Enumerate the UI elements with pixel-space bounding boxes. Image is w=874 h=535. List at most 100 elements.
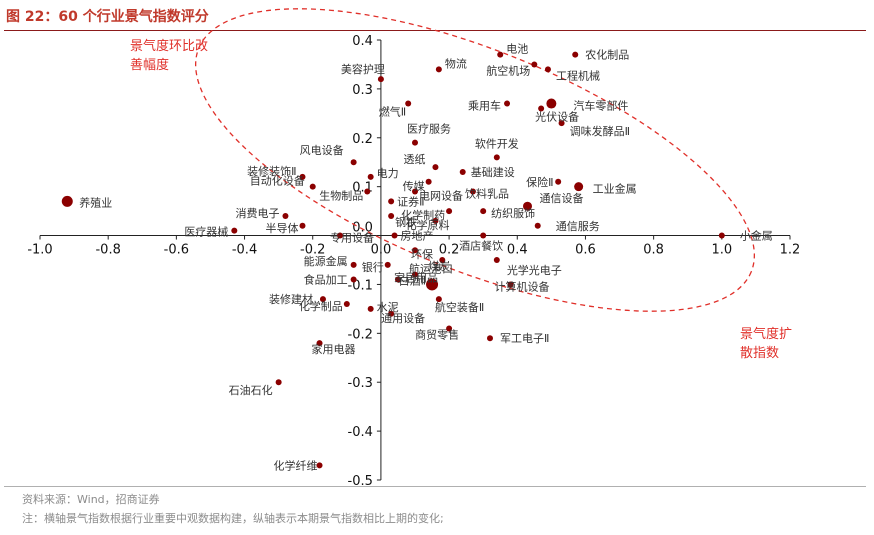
point-电池 [497,51,504,58]
point-水泥 [367,305,374,312]
y-tick-label: -0.3 [348,376,373,391]
point-家居用品 [394,276,401,283]
annotation-upper-left: 景气度环比改 [130,38,208,54]
point-保险Ⅱ [555,178,562,185]
label-生物制品: 生物制品 [319,189,363,203]
label-化学纤维: 化学纤维 [274,458,318,472]
point-酒店餐饮 [480,232,487,239]
chart-axes: -1.0 -0.8 -0.6 -0.4 -0.2 0.0 0.2 0.4 0.6 0.8 1.0 1.… [27,34,800,489]
label-养殖业: 养殖业 [79,195,112,209]
point-医疗服务 [412,139,418,146]
label-钢铁: 钢铁 [395,216,417,229]
label-光伏设备: 光伏设备 [535,109,579,123]
label-通信设备: 通信设备 [540,191,584,205]
point-传媒 [425,178,432,185]
point-通信设备 [523,201,532,211]
x-tick-label: 0.2 [439,243,460,258]
label-农化制品: 农化制品 [585,48,629,62]
point-医疗器械 [231,227,238,234]
ellipse-annotation [194,8,756,312]
label-家用电器: 家用电器 [312,342,356,356]
figure-title: 图 22：60 个行业景气指数评分 [6,9,209,25]
label-军工电子Ⅱ: 军工电子Ⅱ [500,332,549,345]
point-家用电器 [316,340,323,347]
point-化学制药 [446,208,453,215]
point-食品加工 [350,276,357,283]
label-半导体: 半导体 [266,221,299,235]
point-饮料乳品 [469,188,476,195]
label-光学光电子: 光学光电子 [507,263,562,277]
footer-rule [4,486,866,487]
label-医疗器械: 医疗器械 [184,225,228,239]
label-物流: 物流 [445,56,467,70]
point-专用设备 [337,232,343,239]
y-tick-label: 0.0 [352,221,373,236]
label-电池: 电池 [506,43,528,56]
title-rule [4,30,866,31]
y-tick-label: 0.2 [352,132,373,147]
point-燃气Ⅱ [405,100,412,107]
y-tick-label: -0.2 [348,327,373,342]
point-透纸 [432,164,439,171]
label-证券Ⅱ: 证券Ⅱ [397,194,424,208]
label-乘用车: 乘用车 [468,99,501,113]
label-商贸零售: 商贸零售 [415,327,459,341]
point-化学原料 [432,217,439,224]
label-电网设备: 电网设备 [419,189,463,203]
x-tick-label: 0.4 [507,243,528,258]
point-光学光电子 [493,257,500,263]
y-tick-label: -0.4 [348,425,373,440]
label-银行: 银行 [362,260,384,274]
point-商贸零售 [446,325,453,332]
y-tick-label: 0.3 [352,83,373,98]
point-钢铁 [388,213,395,219]
point-半导体 [299,222,306,229]
x-tick-label: -0.2 [300,243,325,258]
data-points [61,51,725,469]
label-装修装饰Ⅱ: 装修装饰Ⅱ [247,164,296,178]
label-白酒Ⅱ: 白酒Ⅱ [399,273,426,287]
label-水泥: 水泥 [377,301,399,314]
label-家居用品: 家居用品 [394,271,438,285]
point-工程机械 [544,66,551,73]
point-美容护理 [377,76,384,83]
label-通信服务: 通信服务 [556,220,600,233]
point-装修装饰Ⅱ [299,173,306,180]
label-食品加工: 食品加工 [304,273,348,287]
label-自动化设备: 自动化设备 [250,174,305,188]
label-基础建设: 基础建设 [471,165,515,179]
label-计算机设备: 计算机设备 [494,279,549,293]
label-石油石化: 石油石化 [229,383,273,397]
label-煤炭: 煤炭 [428,260,450,273]
point-乘用车 [504,100,511,107]
label-消费电子: 消费电子 [235,206,279,220]
point-物流 [435,66,442,73]
label-工业金属: 工业金属 [593,182,637,196]
point-环保 [412,247,418,254]
label-专用设备: 专用设备 [330,231,374,245]
x-tick-label: -0.8 [95,243,120,258]
point-纺织服饰 [480,208,487,215]
label-汽车零部件: 汽车零部件 [573,99,628,113]
point-生物制品 [364,188,371,195]
x-tick-label: -0.6 [164,243,189,258]
point-装修建材 [319,296,326,303]
label-医疗服务: 医疗服务 [407,122,451,136]
label-化学原料: 化学原料 [405,218,449,232]
point-基础建设 [459,169,466,175]
label-环保: 环保 [411,247,433,261]
label-美容护理: 美容护理 [341,62,385,76]
point-工业金属 [574,182,584,192]
label-能源金属: 能源金属 [304,254,348,268]
label-调味发酵品Ⅱ: 调味发酵品Ⅱ [570,124,630,138]
point-汽车零部件 [546,98,557,109]
point-能源金属 [350,261,357,268]
x-tick-label: 1.2 [780,243,801,258]
point-化学纤维 [316,462,323,469]
x-tick-label: -0.4 [232,243,257,258]
y-tick-label: 0.4 [352,34,373,49]
point-军工电子Ⅱ [487,335,493,342]
